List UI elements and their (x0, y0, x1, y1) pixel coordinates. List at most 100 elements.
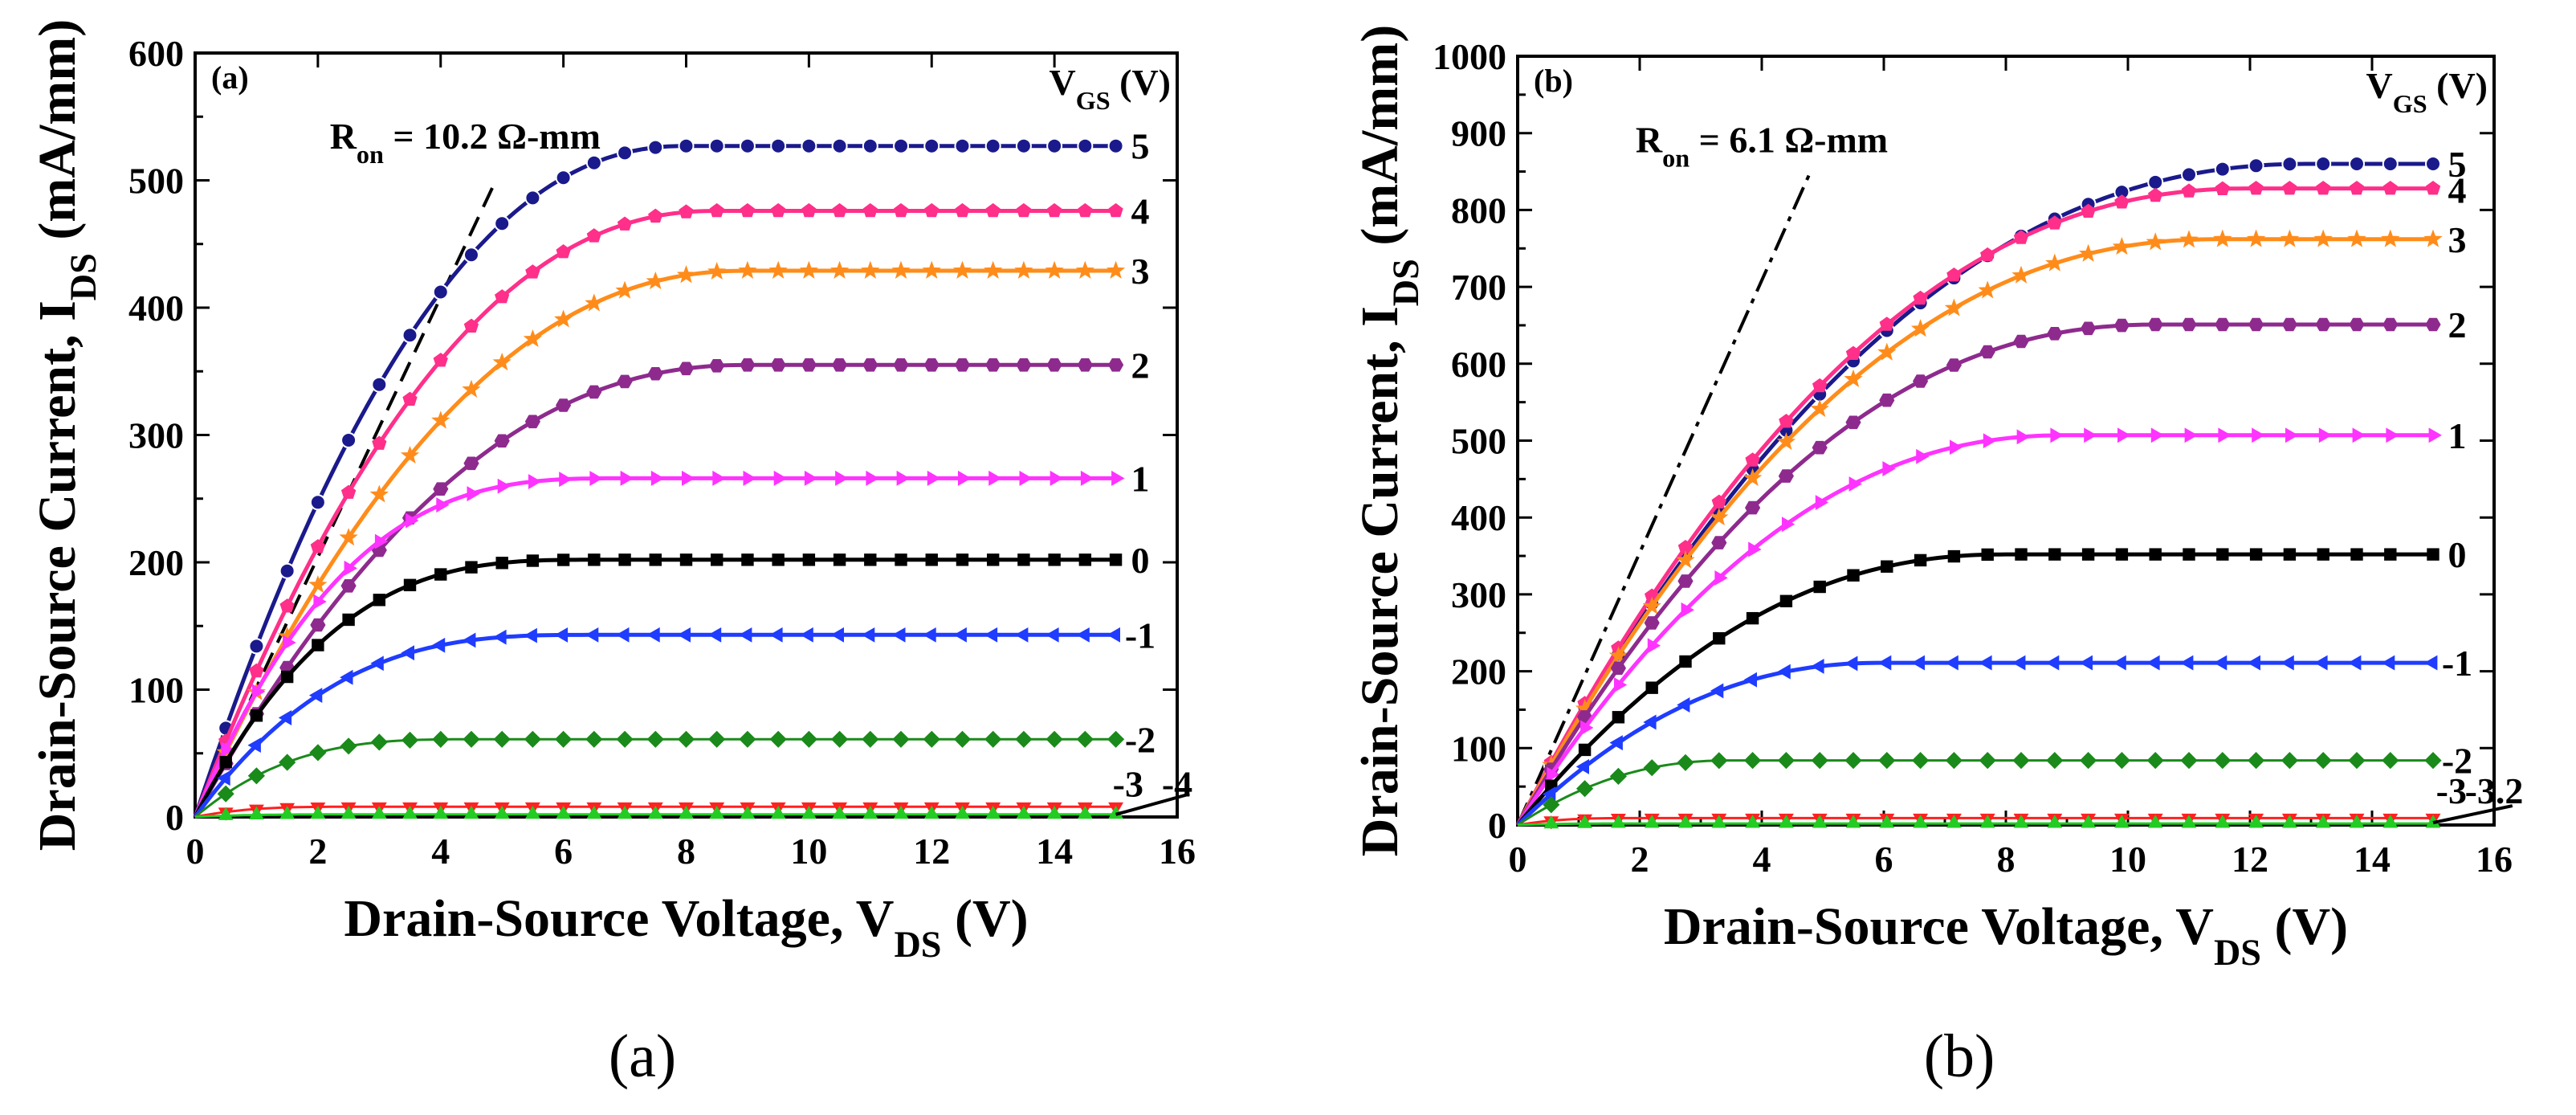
data-point-vgs--1 (1777, 664, 1791, 680)
data-point-vgs--2 (2280, 751, 2299, 770)
data-point-vgs--1 (923, 627, 936, 643)
series-vgs-4 (1515, 180, 2441, 827)
data-point-vgs-2 (709, 359, 725, 373)
y-tick-label: 600 (1451, 344, 1506, 385)
y-tick-label: 300 (128, 415, 184, 456)
data-point-vgs-3 (308, 574, 328, 594)
data-point-vgs--3.2 (2315, 815, 2331, 828)
vgs-value-label: 5 (1131, 126, 1150, 167)
data-point-vgs--3.2 (1711, 815, 1727, 828)
x-tick-label: 12 (913, 831, 950, 872)
data-point-vgs-4 (2148, 187, 2163, 202)
data-point-vgs-3 (2381, 229, 2400, 247)
data-point-vgs-5 (831, 137, 848, 154)
data-point-vgs--2 (1609, 767, 1628, 786)
data-point-vgs-3 (1045, 260, 1064, 279)
data-point-vgs--4 (340, 805, 357, 819)
data-point-vgs-0 (1914, 553, 1927, 567)
data-point-vgs-3 (2246, 229, 2266, 247)
data-point-vgs--1 (554, 627, 569, 643)
data-point-vgs--2 (953, 730, 972, 748)
data-point-vgs-0 (925, 553, 938, 566)
data-point-vgs-0 (1017, 553, 1030, 566)
data-point-vgs-3 (1776, 431, 1796, 451)
data-point-vgs--4 (862, 805, 878, 819)
data-point-vgs--4 (985, 805, 1001, 819)
data-point-vgs-1 (1019, 470, 1033, 486)
data-point-vgs--1 (431, 637, 446, 653)
x-tick-label: 0 (186, 831, 205, 872)
panel-label: (b) (1534, 63, 1573, 99)
data-point-vgs-1 (2150, 427, 2165, 443)
data-point-vgs--4 (923, 805, 940, 819)
data-point-vgs-2 (2315, 317, 2331, 332)
data-point-vgs-3 (2045, 253, 2064, 272)
data-point-vgs-0 (802, 553, 816, 566)
vgs-value-label-low: -3.2 (2465, 770, 2524, 811)
data-point-vgs-0 (1612, 711, 1625, 724)
data-point-vgs-0 (556, 553, 570, 566)
data-point-vgs-5 (923, 137, 940, 154)
data-point-vgs-0 (679, 553, 693, 566)
data-point-vgs-1 (2016, 429, 2030, 445)
series-vgs-2 (1515, 317, 2441, 827)
data-point-vgs--2 (554, 730, 573, 748)
data-point-vgs-5 (2425, 155, 2441, 172)
data-point-vgs-0 (2015, 548, 2028, 561)
data-point-vgs-0 (1813, 580, 1826, 594)
data-point-vgs-1 (1050, 470, 1063, 486)
data-point-vgs-0 (649, 553, 662, 566)
data-point-vgs--1 (217, 770, 230, 786)
data-point-vgs--3.2 (1778, 815, 1794, 828)
data-point-vgs-1 (620, 470, 634, 486)
data-point-vgs-0 (833, 553, 846, 566)
data-point-vgs-5 (432, 284, 449, 300)
x-tick-label: 16 (1159, 831, 1196, 872)
data-point-vgs-3 (646, 271, 665, 290)
data-point-vgs--1 (2213, 655, 2228, 671)
data-point-vgs--3.2 (1812, 815, 1828, 828)
data-point-vgs-0 (1048, 553, 1061, 566)
vgs-value-label: -1 (2442, 643, 2472, 684)
series-vgs-0 (1516, 548, 2439, 827)
vgs-value-label: 2 (2448, 304, 2467, 345)
vgs-value-label: 3 (2448, 219, 2467, 260)
data-point-vgs--3.2 (1577, 815, 1593, 828)
data-point-vgs-2 (770, 358, 786, 372)
data-point-vgs-4 (1078, 202, 1093, 218)
plot-frame (194, 51, 1179, 819)
data-point-vgs-2 (2425, 317, 2441, 332)
data-point-vgs-2 (2349, 317, 2365, 332)
data-point-vgs--1 (2314, 655, 2328, 671)
data-point-vgs--2 (2079, 751, 2097, 770)
data-point-vgs--4 (279, 806, 296, 819)
data-point-vgs--1 (340, 669, 353, 685)
data-point-vgs-3 (2423, 229, 2443, 247)
data-point-vgs-2 (1845, 415, 1861, 430)
x-tick-label: 16 (2476, 839, 2513, 880)
data-point-vgs-3 (462, 379, 481, 398)
data-point-vgs-3 (2112, 237, 2132, 255)
data-point-vgs-2 (494, 434, 510, 448)
data-point-vgs-3 (1978, 280, 1997, 299)
data-point-vgs--1 (646, 627, 660, 643)
series-line-vgs-4 (193, 209, 1116, 818)
data-point-vgs-0 (1847, 569, 1860, 582)
data-point-vgs-1 (958, 470, 972, 486)
data-point-vgs-0 (495, 557, 508, 570)
data-point-vgs--2 (923, 730, 940, 748)
data-point-vgs--1 (2079, 655, 2093, 671)
data-point-vgs-2 (2281, 317, 2297, 332)
data-point-vgs-3 (922, 260, 941, 279)
data-point-vgs-5 (770, 137, 787, 154)
data-point-vgs-1 (2184, 427, 2198, 443)
series-line-vgs-1 (1515, 433, 2433, 827)
data-point-vgs-2 (2181, 317, 2197, 332)
vgs-value-label: 2 (1131, 345, 1150, 386)
data-point-vgs--2 (279, 754, 296, 771)
data-point-vgs-1 (835, 470, 849, 486)
data-point-vgs-1 (743, 470, 756, 486)
data-point-vgs--4 (586, 805, 602, 819)
series-line-vgs-2 (1515, 322, 2433, 827)
